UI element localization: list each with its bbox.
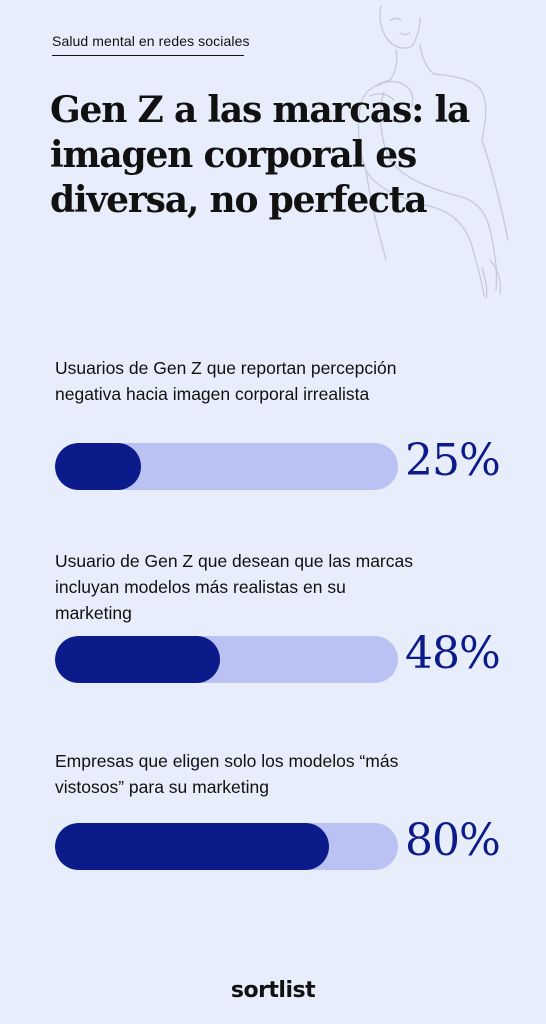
bar-label: Empresas que eligen solo los modelos “má… bbox=[55, 751, 399, 797]
bar-track bbox=[55, 823, 398, 870]
bar-value-label: 80% bbox=[405, 815, 501, 866]
bar-label: Usuarios de Gen Z que reportan percepció… bbox=[55, 358, 397, 404]
bar-track bbox=[55, 443, 398, 490]
tag-underline bbox=[52, 55, 244, 56]
bar-label: Usuario de Gen Z que desean que las marc… bbox=[55, 551, 413, 623]
sortlist-logo: sortlist bbox=[230, 978, 316, 1003]
bar-fill bbox=[55, 823, 329, 870]
bar-value-label: 48% bbox=[405, 628, 501, 679]
page-title: Gen Z a las marcas: la imagen corporal e… bbox=[50, 89, 470, 221]
category-tag: Salud mental en redes sociales bbox=[52, 33, 250, 49]
bar-value-label: 25% bbox=[405, 435, 501, 486]
bar-track bbox=[55, 636, 398, 683]
bar-fill bbox=[55, 636, 220, 683]
bar-fill bbox=[55, 443, 141, 490]
